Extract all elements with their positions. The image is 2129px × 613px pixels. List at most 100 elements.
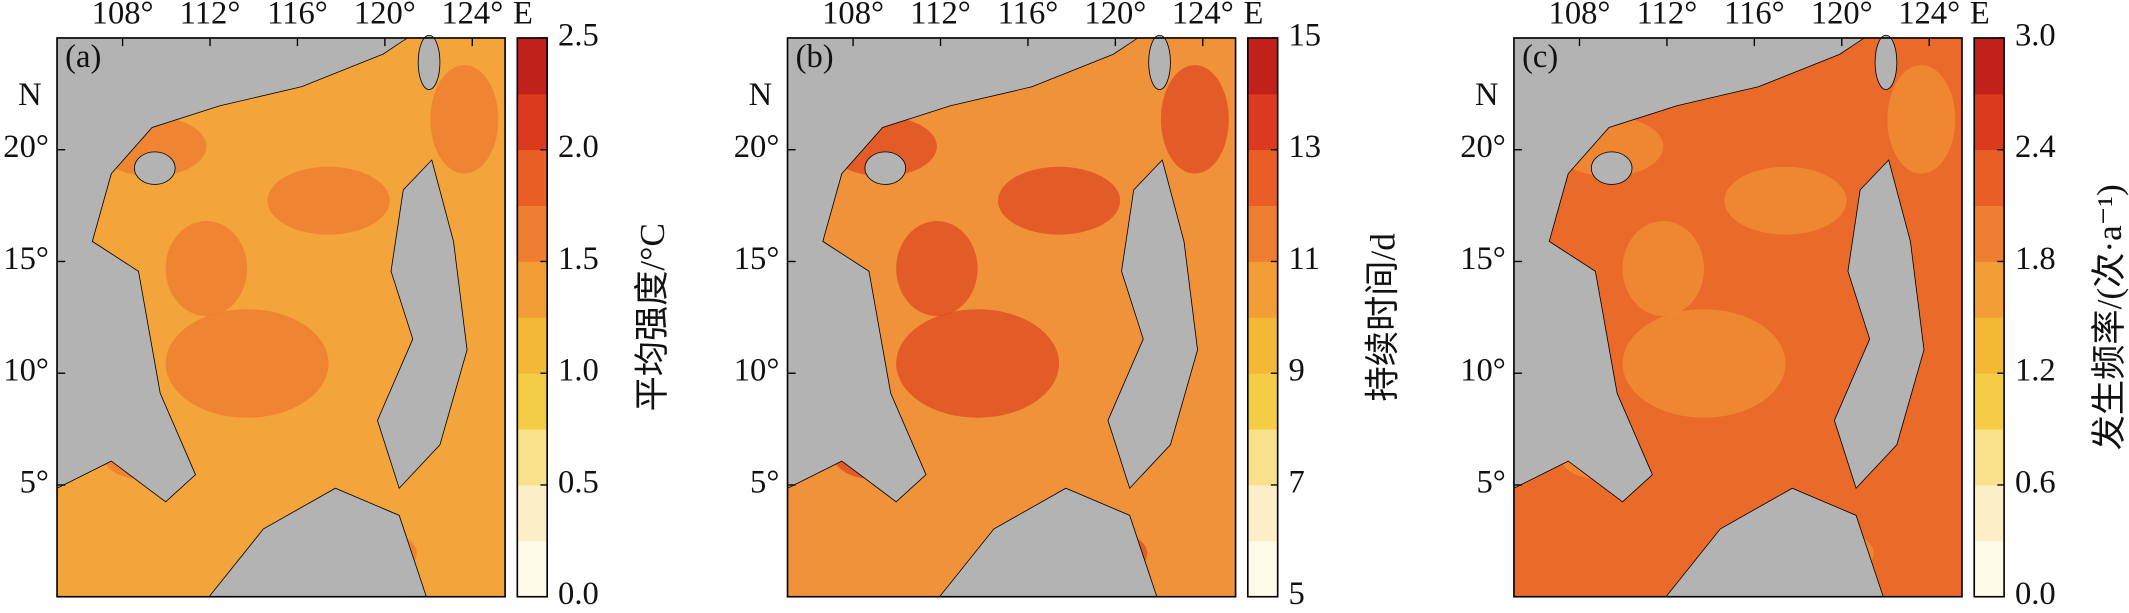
y-tick-label: 15° bbox=[1460, 241, 1506, 277]
ocean-patch bbox=[1160, 65, 1229, 174]
colorbar-band bbox=[517, 317, 548, 374]
x-tick-label: 112° bbox=[910, 0, 971, 32]
ocean-patch bbox=[267, 166, 390, 235]
y-tick-label: 15° bbox=[3, 241, 49, 277]
land-island bbox=[1833, 159, 1925, 490]
colorbar-tick-label: 3.0 bbox=[2015, 17, 2056, 53]
colorbar-label: 发生频率/(次·a⁻¹) bbox=[2090, 184, 2129, 450]
y-tick-label: 20° bbox=[1460, 129, 1506, 165]
colorbar-band bbox=[1247, 93, 1278, 151]
panel-label: (c) bbox=[1522, 39, 1558, 75]
y-tick-label: 20° bbox=[734, 129, 780, 165]
x-tick-label: 108° bbox=[1549, 0, 1611, 32]
panel-label: (a) bbox=[65, 39, 101, 75]
x-tick-label: 112° bbox=[1637, 0, 1698, 32]
x-axis-label: E bbox=[513, 0, 533, 32]
land-island bbox=[377, 159, 468, 490]
colorbar-band bbox=[517, 93, 548, 151]
colorbar-band bbox=[1247, 373, 1278, 430]
colorbar-tick-label: 15 bbox=[1289, 17, 1322, 53]
colorbar-label: 持续时间/d bbox=[1363, 233, 1402, 402]
x-tick-label: 116° bbox=[267, 0, 328, 32]
colorbar-tick-label: 2.4 bbox=[2015, 129, 2056, 165]
ocean-patch bbox=[1724, 166, 1847, 235]
colorbar-band bbox=[1974, 429, 2005, 486]
colorbar-band bbox=[517, 261, 548, 318]
map-panel: (b) 108° 112° 116° 120° 124° E 5° 10° 15° 20° N bbox=[734, 0, 1263, 598]
colorbar-band bbox=[517, 429, 548, 486]
coastline bbox=[56, 37, 506, 598]
colorbar-tick-label: 2.5 bbox=[558, 17, 599, 53]
colorbar-frame bbox=[1246, 37, 1279, 598]
panel-label: (b) bbox=[796, 39, 834, 75]
colorbar-tick-label: 0.0 bbox=[2015, 576, 2056, 612]
colorbar-band bbox=[1247, 484, 1278, 542]
colorbar-tick-label: 1.5 bbox=[558, 241, 599, 277]
colorbar-band bbox=[1974, 93, 2005, 151]
colorbar-tick-label: 11 bbox=[1289, 241, 1320, 277]
ocean-patch bbox=[997, 166, 1121, 235]
y-tick-label: 10° bbox=[1460, 353, 1506, 389]
x-tick-label: 108° bbox=[822, 0, 884, 32]
colorbar-band bbox=[1974, 261, 2005, 318]
x-tick-label: 124° bbox=[1172, 0, 1234, 32]
colorbar-band bbox=[1247, 37, 1278, 95]
colorbar-band bbox=[1974, 484, 2005, 542]
colorbar-band bbox=[1247, 317, 1278, 374]
colorbar-tick-label: 2.0 bbox=[558, 129, 599, 165]
land-island bbox=[1590, 151, 1633, 185]
map-frame bbox=[786, 37, 1237, 598]
y-axis-label: N bbox=[749, 77, 773, 113]
y-tick-label: 5° bbox=[1476, 464, 1505, 500]
colorbar-tick-label: 1.2 bbox=[2015, 353, 2056, 389]
ocean-patch bbox=[1622, 221, 1705, 316]
coastline bbox=[787, 37, 1236, 598]
colorbar-band bbox=[1247, 149, 1278, 207]
colorbar-band bbox=[517, 373, 548, 430]
colorbar-tick-label: 1.0 bbox=[558, 353, 599, 389]
ocean-patch bbox=[896, 221, 978, 316]
x-tick-label: 108° bbox=[92, 0, 154, 32]
colorbar-band bbox=[517, 205, 548, 262]
land-island bbox=[417, 34, 441, 90]
colorbar-band bbox=[1974, 373, 2005, 430]
colorbar-band bbox=[1974, 205, 2005, 262]
map-frame bbox=[1513, 37, 1963, 598]
y-tick-label: 5° bbox=[750, 464, 779, 500]
colorbar-frame bbox=[1973, 37, 2005, 598]
x-tick-label: 124° bbox=[441, 0, 503, 32]
land-island bbox=[1107, 159, 1198, 490]
colorbar-band bbox=[1974, 149, 2005, 207]
y-tick-label: 10° bbox=[734, 353, 780, 389]
x-axis-label: E bbox=[1970, 0, 1990, 32]
y-axis-label: N bbox=[1475, 77, 1499, 113]
colorbar-band bbox=[517, 149, 548, 207]
x-tick-label: 116° bbox=[1724, 0, 1785, 32]
land-island bbox=[134, 151, 176, 185]
x-tick-label: 112° bbox=[180, 0, 241, 32]
colorbar-band bbox=[1974, 37, 2005, 95]
colorbar-tick-label: 0.0 bbox=[558, 576, 599, 612]
y-tick-label: 10° bbox=[3, 353, 49, 389]
ocean-patch bbox=[1887, 65, 1956, 174]
ocean-patch bbox=[896, 309, 1060, 418]
colorbar-band bbox=[1247, 540, 1278, 598]
colorbar: 0.0 0.5 1.0 1.5 2.0 2.5 平均强度/°C bbox=[516, 17, 672, 612]
map-frame bbox=[56, 37, 506, 598]
ocean-patch bbox=[165, 309, 329, 418]
colorbar-frame bbox=[516, 37, 549, 598]
x-tick-label: 120° bbox=[1811, 0, 1873, 32]
colorbar-band bbox=[1974, 317, 2005, 374]
ocean-patch bbox=[430, 65, 499, 174]
colorbar-band bbox=[517, 37, 548, 95]
colorbar-band bbox=[1247, 261, 1278, 318]
x-tick-label: 116° bbox=[998, 0, 1059, 32]
x-tick-label: 124° bbox=[1898, 0, 1960, 32]
colorbar-band bbox=[1974, 540, 2005, 598]
colorbar-tick-label: 0.5 bbox=[558, 464, 599, 500]
colorbar-tick-label: 13 bbox=[1289, 129, 1322, 165]
y-tick-label: 20° bbox=[3, 129, 49, 165]
y-tick-label: 15° bbox=[734, 241, 780, 277]
